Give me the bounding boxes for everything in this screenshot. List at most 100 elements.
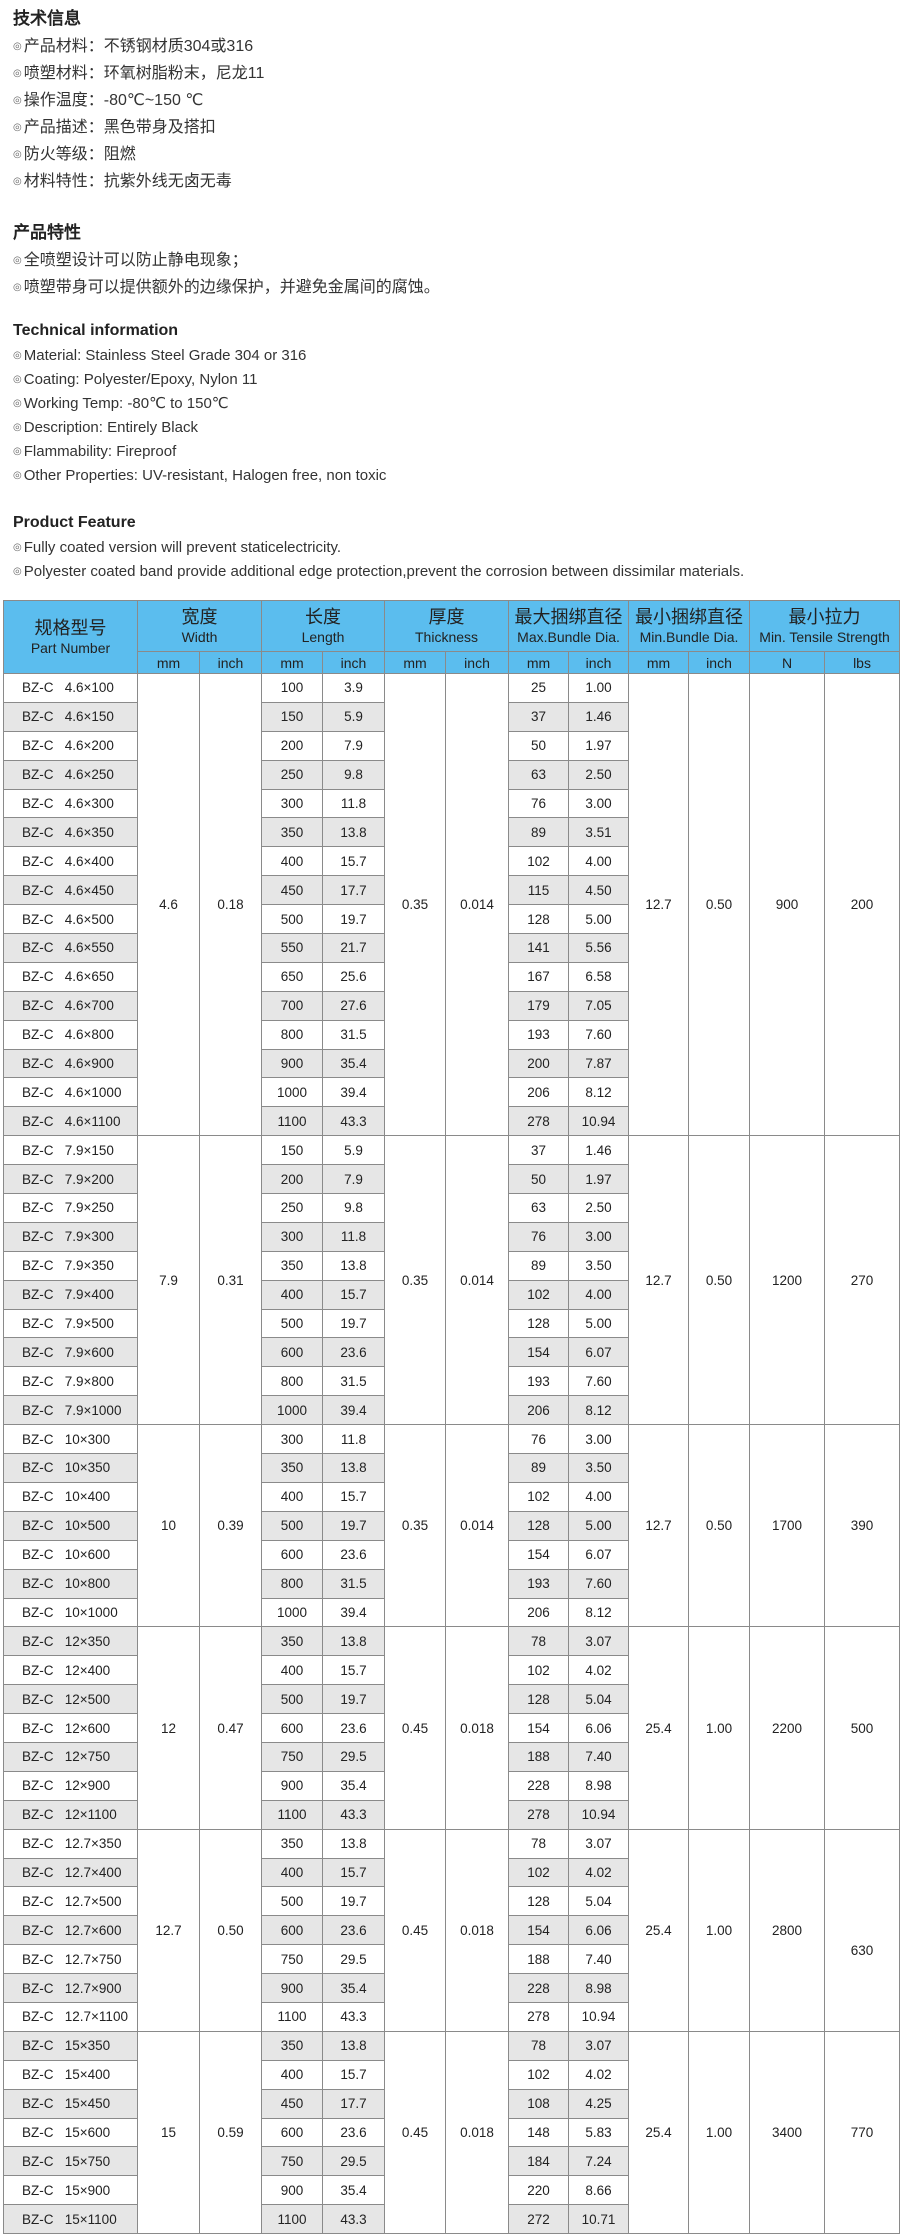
thickness-mm: 0.35 [384,1424,447,1628]
table-row: BZ-C 4.6×1100 1100 43.3 278 10.94 [3,1106,900,1137]
length-mm: 750 [261,1944,323,1975]
min-bundle-inch: 0.50 [688,672,751,1137]
length-mm: 600 [261,1915,323,1946]
length-mm: 1100 [261,1799,323,1830]
part-prefix: BZ-C [22,1084,54,1100]
table-row: BZ-C 4.6×150 150 5.9 37 1.46 [3,701,900,732]
table-row: BZ-C 4.6×200 200 7.9 50 1.97 [3,730,900,761]
max-bundle-inch: 4.02 [568,1655,630,1686]
max-bundle-mm: 188 [508,1944,570,1975]
bullet-icon: ◎ [13,374,22,385]
part-prefix: BZ-C [22,1460,54,1476]
max-bundle-mm: 108 [508,2088,570,2119]
max-bundle-mm: 179 [508,990,570,1021]
tensile-n: 2800 [749,1828,826,2032]
width-inch: 0.59 [199,2030,262,2235]
max-bundle-inch: 3.51 [568,817,630,848]
header-cn: 最小捆绑直径 [635,607,744,627]
max-bundle-inch: 4.25 [568,2088,630,2119]
part-size: 12×350 [64,1633,111,1649]
part-number: BZ-C 10×1000 [3,1597,138,1628]
part-size: 4.6×100 [64,680,114,696]
max-bundle-inch: 7.40 [568,1944,630,1975]
info-text: 全喷塑设计可以防止静电现象； [23,252,248,269]
max-bundle-mm: 278 [508,2001,570,2032]
length-mm: 900 [261,2175,323,2206]
max-bundle-inch: 6.06 [568,1915,630,1946]
part-prefix: BZ-C [22,1200,54,1216]
length-mm: 400 [261,1655,323,1686]
max-bundle-inch: 1.46 [568,1135,630,1166]
part-number: BZ-C 7.9×500 [3,1308,138,1339]
length-mm: 350 [261,1250,323,1281]
length-mm: 500 [261,1684,323,1715]
part-number: BZ-C 15×750 [3,2146,138,2177]
length-inch: 11.8 [321,788,386,819]
info-text: 产品描述：黑色带身及搭扣 [23,119,216,136]
info-text: Coating: Polyester/Epoxy, Nylon 11 [23,371,258,388]
tensile-lbs: 270 [824,1135,900,1426]
header-en: Min.Bundle Dia. [639,629,739,645]
part-number: BZ-C 15×600 [3,2117,138,2148]
part-size: 10×400 [64,1489,111,1505]
part-prefix: BZ-C [22,1691,54,1707]
part-number: BZ-C 12×600 [3,1713,138,1743]
part-number: BZ-C 12×350 [3,1626,138,1657]
min-bundle-mm: 12.7 [628,1424,690,1628]
length-inch: 13.8 [321,1626,386,1657]
tensile-lbs: 200 [824,672,900,1137]
length-inch: 19.7 [321,1308,386,1339]
info-line: ◎ 产品描述：黑色带身及搭扣 [13,114,264,141]
length-inch: 29.5 [321,1741,386,1772]
unit-header: mm [628,651,690,674]
part-prefix: BZ-C [22,1113,54,1129]
part-prefix: BZ-C [22,1547,54,1563]
table-row: BZ-C 4.6×400 400 15.7 102 4.00 [3,846,900,877]
part-prefix: BZ-C [22,911,54,927]
bullet-icon: ◎ [13,446,22,457]
unit-header: mm [261,651,323,674]
header-en: Width [181,629,218,645]
width-mm: 10 [137,1424,200,1628]
header-en: Thickness [415,629,479,645]
min-bundle-inch: 0.50 [688,1424,751,1628]
part-number: BZ-C 4.6×350 [3,817,138,848]
tensile-n: 900 [749,672,826,1137]
spec-table: 规格型号 Part Number 宽度 Width 长度 Length 厚度 Thicknes… [3,600,900,2235]
max-bundle-inch: 6.06 [568,1713,630,1743]
part-prefix: BZ-C [22,824,54,840]
length-inch: 23.6 [321,1713,386,1743]
table-row: BZ-C 12×400 400 15.7 102 4.02 [3,1655,900,1686]
info-text: Working Temp: -80℃ to 150℃ [23,395,229,412]
part-number: BZ-C 7.9×800 [3,1366,138,1397]
length-inch: 39.4 [321,1077,386,1108]
table-row: BZ-C 12.7×400 400 15.7 102 4.02 [3,1857,900,1888]
length-inch: 13.8 [321,817,386,848]
max-bundle-inch: 1.46 [568,701,630,732]
part-number: BZ-C 4.6×450 [3,875,138,906]
max-bundle-inch: 2.50 [568,1193,630,1223]
max-bundle-inch: 6.07 [568,1539,630,1570]
max-bundle-mm: 184 [508,2146,570,2177]
part-number: BZ-C 15×450 [3,2088,138,2119]
features-en: Product Feature ◎ Fully coated version wil… [13,514,744,584]
max-bundle-inch: 3.07 [568,1626,630,1657]
length-mm: 500 [261,1308,323,1339]
max-bundle-mm: 63 [508,759,570,790]
info-line: ◎ Other Properties: UV-resistant, Halogen… [13,464,386,488]
max-bundle-inch: 4.02 [568,1857,630,1888]
part-prefix: BZ-C [22,1056,54,1072]
width-mm: 12 [137,1626,200,1830]
min-bundle-mm: 12.7 [628,1135,690,1426]
max-bundle-mm: 141 [508,933,570,963]
part-size: 7.9×350 [64,1258,114,1274]
column-header: 长度 Length [260,600,386,652]
table-row: BZ-C 10×1000 1000 39.4 206 8.12 [3,1597,900,1628]
length-mm: 900 [261,1048,323,1079]
part-size: 10×500 [64,1518,111,1534]
part-size: 7.9×1000 [64,1402,122,1418]
tensile-lbs: 500 [824,1626,900,1830]
part-number: BZ-C 4.6×200 [3,730,138,761]
length-inch: 27.6 [321,990,386,1021]
